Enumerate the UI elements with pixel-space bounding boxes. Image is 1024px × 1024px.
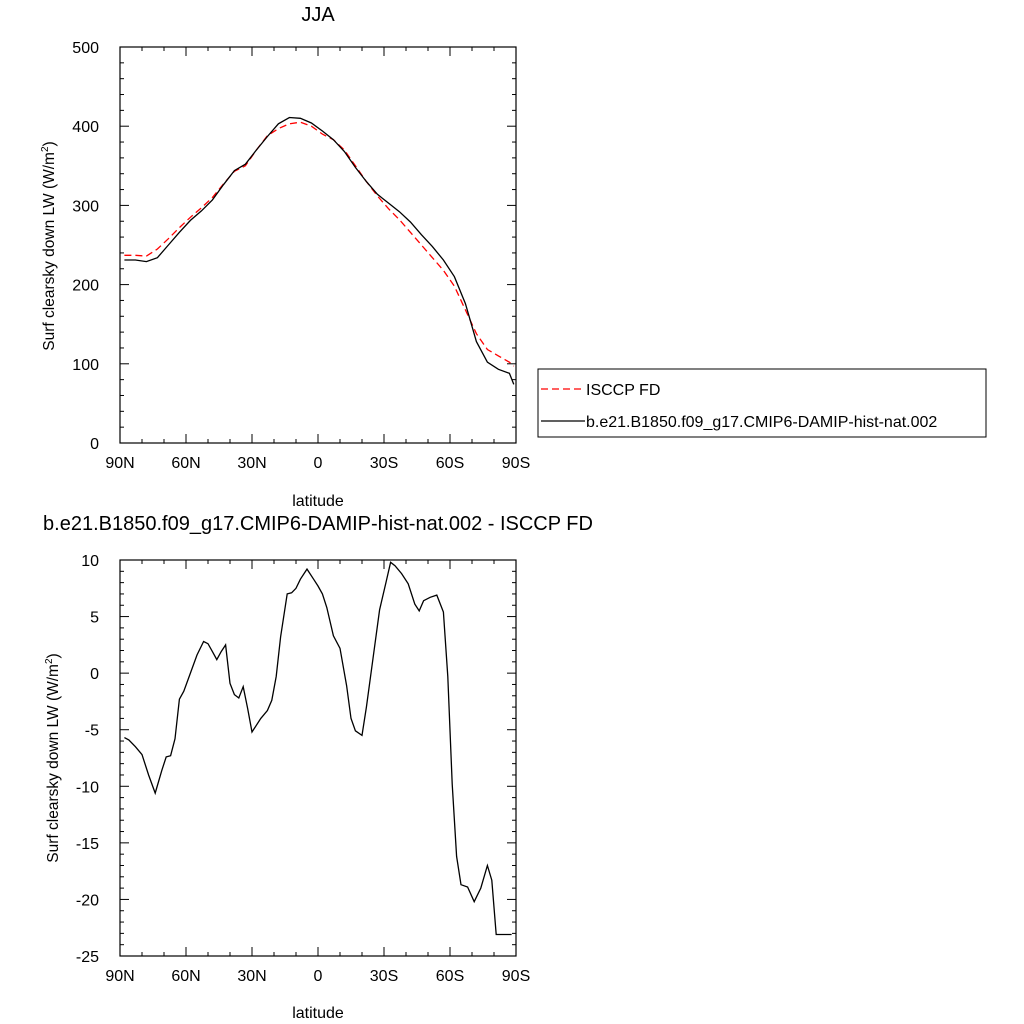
isccp-fd-series-line xyxy=(124,121,515,367)
difference-series-line xyxy=(124,561,512,936)
top-y-tick-label: 300 xyxy=(72,198,99,215)
top-y-axis-label-sup: 2 xyxy=(40,146,51,152)
top-x-axis-label: latitude xyxy=(292,493,344,510)
top-x-tick-labels: 90N 60N 30N 0 30S 60S 90S xyxy=(105,455,530,472)
top-axis-ticks xyxy=(119,46,517,444)
bottom-y-tick-label: 5 xyxy=(90,610,99,627)
bottom-y-tick-labels: -25 -20 -15 -10 -5 0 5 10 xyxy=(76,553,99,966)
top-plot-frame xyxy=(119,46,517,444)
bottom-x-tick-label: 60S xyxy=(436,968,464,985)
bottom-y-tick-label: -20 xyxy=(76,892,99,909)
bottom-y-axis-label-sup: 2 xyxy=(44,658,55,664)
legend-label-isccp-fd: ISCCP FD xyxy=(586,382,660,399)
bottom-y-tick-label: 10 xyxy=(81,553,99,570)
bottom-x-tick-label: 90N xyxy=(105,968,134,985)
top-x-tick-label: 60N xyxy=(171,455,200,472)
top-panel: JJA Surf clearsky down LW (W/m2) latitud… xyxy=(40,4,530,510)
top-y-tick-label: 400 xyxy=(72,119,99,136)
bottom-y-tick-label: -15 xyxy=(76,836,99,853)
top-y-axis-label-main: Surf clearsky down LW (W/m xyxy=(41,152,58,351)
legend: ISCCP FD b.e21.B1850.f09_g17.CMIP6-DAMIP… xyxy=(537,368,987,438)
top-y-tick-label: 200 xyxy=(72,278,99,295)
top-y-axis-label: Surf clearsky down LW (W/m2) xyxy=(40,141,58,350)
bottom-y-axis-label-main: Surf clearsky down LW (W/m xyxy=(45,664,62,863)
bottom-y-axis-label-close: ) xyxy=(45,653,62,658)
top-x-tick-label: 90N xyxy=(105,455,134,472)
bottom-y-tick-label: -10 xyxy=(76,779,99,796)
bottom-x-tick-labels: 90N 60N 30N 0 30S 60S 90S xyxy=(105,968,530,985)
top-y-tick-label: 100 xyxy=(72,357,99,374)
svg-text:Surf clearsky down LW (W/m2): Surf clearsky down LW (W/m2) xyxy=(44,653,62,862)
svg-text:Surf clearsky down LW (W/m2): Surf clearsky down LW (W/m2) xyxy=(40,141,58,350)
bottom-panel: b.e21.B1850.f09_g17.CMIP6-DAMIP-hist-nat… xyxy=(43,513,593,1022)
top-x-tick-label: 60S xyxy=(436,455,464,472)
bottom-y-tick-label: -25 xyxy=(76,949,99,966)
bottom-x-tick-label: 0 xyxy=(314,968,323,985)
legend-label-model: b.e21.B1850.f09_g17.CMIP6-DAMIP-hist-nat… xyxy=(586,414,937,431)
top-y-tick-label: 0 xyxy=(90,436,99,453)
top-x-tick-label: 0 xyxy=(314,455,323,472)
top-x-tick-label: 30N xyxy=(237,455,266,472)
top-y-axis-label-close: ) xyxy=(41,141,58,146)
top-x-tick-label: 90S xyxy=(502,455,530,472)
top-y-tick-label: 500 xyxy=(72,40,99,57)
top-y-tick-labels: 0 100 200 300 400 500 xyxy=(72,40,99,453)
bottom-x-tick-label: 30S xyxy=(370,968,398,985)
top-x-tick-label: 30S xyxy=(370,455,398,472)
model-series-line xyxy=(124,116,515,385)
bottom-x-tick-label: 90S xyxy=(502,968,530,985)
bottom-y-axis-label: Surf clearsky down LW (W/m2) xyxy=(44,653,62,862)
bottom-chart-title: b.e21.B1850.f09_g17.CMIP6-DAMIP-hist-nat… xyxy=(43,513,593,535)
bottom-x-axis-label: latitude xyxy=(292,1005,344,1022)
bottom-axis-ticks xyxy=(119,559,517,957)
top-chart-title: JJA xyxy=(301,4,335,26)
legend-box xyxy=(537,368,987,438)
bottom-x-tick-label: 60N xyxy=(171,968,200,985)
bottom-x-tick-label: 30N xyxy=(237,968,266,985)
bottom-plot-frame xyxy=(119,559,517,957)
bottom-y-tick-label: -5 xyxy=(85,723,99,740)
bottom-y-tick-label: 0 xyxy=(90,666,99,683)
